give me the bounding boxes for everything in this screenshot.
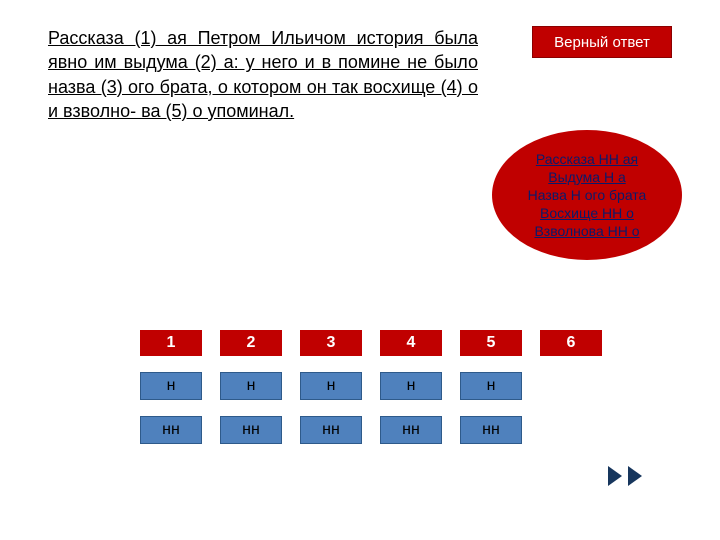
option-n[interactable]: н	[220, 372, 282, 400]
bubble-line: Восхище НН о	[540, 204, 634, 222]
option-n[interactable]: н	[460, 372, 522, 400]
option-nn[interactable]: нн	[380, 416, 442, 444]
show-answer-button[interactable]: Верный ответ	[532, 26, 672, 58]
nav-next[interactable]	[608, 466, 642, 486]
option-n[interactable]: н	[140, 372, 202, 400]
option-nn[interactable]: нн	[300, 416, 362, 444]
col-header: 6	[540, 330, 602, 356]
bubble-line: Рассказа НН ая	[536, 150, 638, 168]
question-text: Рассказа (1) ая Петром Ильичом история б…	[48, 26, 478, 123]
col-header: 3	[300, 330, 362, 356]
nn-row: нн нн нн нн нн	[140, 416, 602, 444]
col-header: 1	[140, 330, 202, 356]
option-n[interactable]: н	[300, 372, 362, 400]
bubble-line: Выдума Н а	[548, 168, 626, 186]
header-row: 1 2 3 4 5 6	[140, 330, 602, 356]
chevron-right-icon	[628, 466, 642, 486]
col-header: 2	[220, 330, 282, 356]
answer-bubble: Рассказа НН ая Выдума Н а Назва Н ого бр…	[492, 130, 682, 260]
bubble-line: Назва Н ого брата	[528, 186, 647, 204]
col-header: 5	[460, 330, 522, 356]
option-nn[interactable]: нн	[460, 416, 522, 444]
bubble-line: Взволнова НН о	[534, 222, 639, 240]
col-header: 4	[380, 330, 442, 356]
chevron-right-icon	[608, 466, 622, 486]
option-nn[interactable]: нн	[140, 416, 202, 444]
answer-grid: 1 2 3 4 5 6 н н н н н нн нн нн нн нн	[140, 330, 602, 460]
option-n[interactable]: н	[380, 372, 442, 400]
n-row: н н н н н	[140, 372, 602, 400]
option-nn[interactable]: нн	[220, 416, 282, 444]
